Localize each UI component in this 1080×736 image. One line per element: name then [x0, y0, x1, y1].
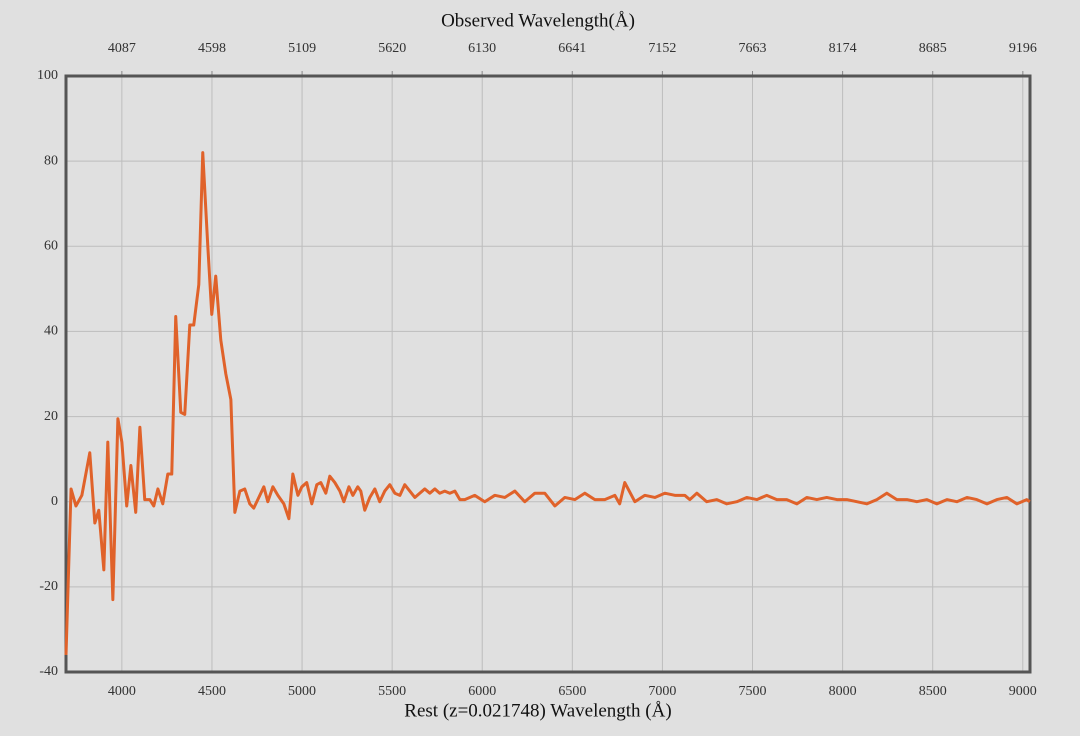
spectrum-line [64, 151, 1031, 656]
x-tick-label: 4500 [198, 684, 226, 699]
x-tick-label: 4000 [108, 684, 136, 699]
top-tick-label: 6130 [468, 41, 496, 56]
x-axis-title: Rest (z=0.021748) Wavelength (Å) [404, 700, 671, 721]
x-tick-label: 8000 [829, 684, 857, 699]
y-tick-label: 60 [44, 239, 58, 254]
top-tick-label: 8685 [919, 41, 947, 56]
y-tick-label: 0 [51, 494, 58, 509]
x-tick-label: 7000 [648, 684, 676, 699]
x-tick-label: 8500 [919, 684, 947, 699]
y-tick-label: 80 [44, 153, 58, 168]
y-tick-label: -20 [39, 579, 58, 594]
plot-frame [64, 74, 1032, 674]
x-tick-label: 5000 [288, 684, 316, 699]
top-tick-label: 9196 [1009, 41, 1037, 56]
x-tick-label: 9000 [1009, 684, 1037, 699]
top-tick-label: 7152 [648, 41, 676, 56]
y-tick-label: -40 [39, 664, 58, 679]
y-tick-label: 20 [44, 409, 58, 424]
x-tick-label: 6500 [558, 684, 586, 699]
top-tick-label: 4087 [108, 41, 136, 56]
x-tick-label: 5500 [378, 684, 406, 699]
y-tick-label: 100 [37, 68, 58, 83]
top-axis-title: Observed Wavelength(Å) [441, 10, 635, 31]
top-tick-label: 8174 [829, 41, 857, 56]
x-tick-label: 7500 [739, 684, 767, 699]
x-tick-label: 6000 [468, 684, 496, 699]
y-tick-label: 40 [44, 324, 58, 339]
top-tick-label: 5109 [288, 41, 316, 56]
top-tick-label: 7663 [738, 41, 766, 56]
top-tick-label: 5620 [378, 41, 406, 56]
top-tick-label: 4598 [198, 41, 226, 56]
top-tick-label: 6641 [558, 41, 586, 56]
